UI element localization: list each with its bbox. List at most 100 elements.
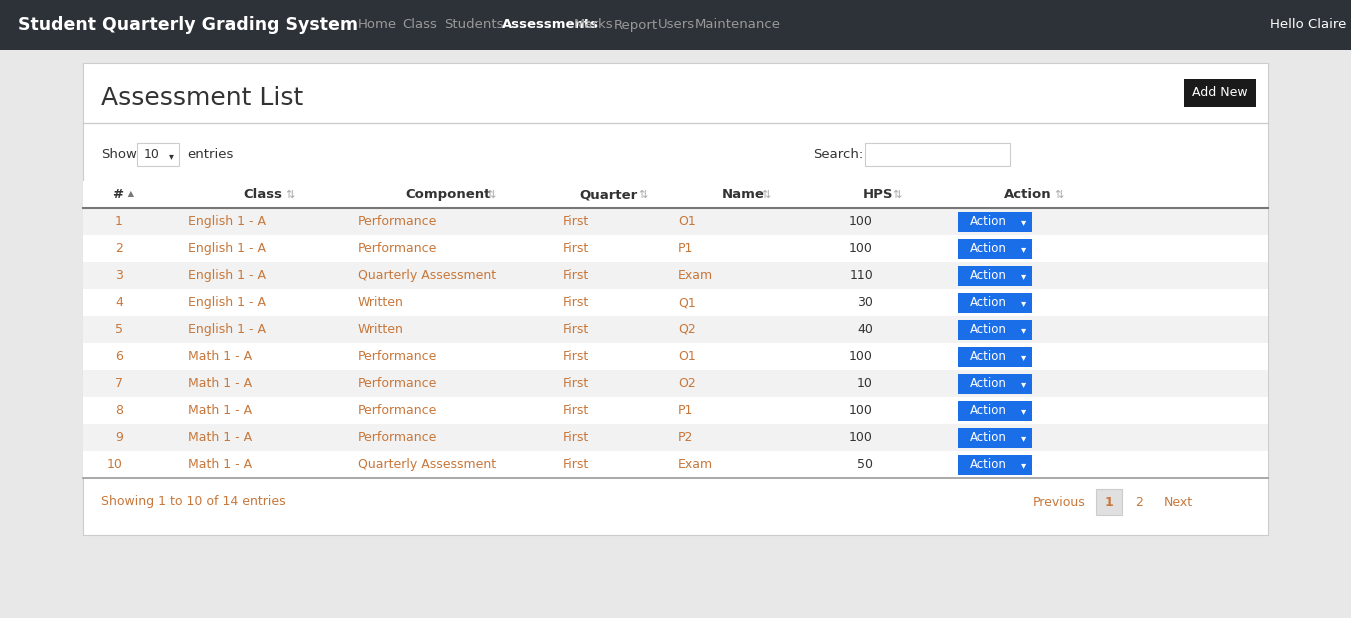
Bar xyxy=(82,451,1269,478)
Bar xyxy=(82,262,1269,289)
Text: Math 1 - A: Math 1 - A xyxy=(188,458,253,471)
Text: ▾: ▾ xyxy=(1021,352,1027,363)
Text: O1: O1 xyxy=(678,215,696,228)
Text: Class: Class xyxy=(403,19,436,32)
Text: Student Quarterly Grading System: Student Quarterly Grading System xyxy=(18,16,358,34)
Text: 8: 8 xyxy=(115,404,123,417)
Text: Marks: Marks xyxy=(574,19,613,32)
Text: ⇅: ⇅ xyxy=(1054,190,1063,200)
Bar xyxy=(958,428,1032,447)
Text: Action: Action xyxy=(970,242,1006,255)
Text: 1: 1 xyxy=(1105,496,1113,509)
Text: 1: 1 xyxy=(115,215,123,228)
Text: 100: 100 xyxy=(850,215,873,228)
Text: Search:: Search: xyxy=(813,148,863,161)
Text: First: First xyxy=(563,296,589,309)
Text: Report: Report xyxy=(613,19,658,32)
Text: Add New: Add New xyxy=(1192,87,1248,99)
Text: Performance: Performance xyxy=(358,377,438,390)
Text: Exam: Exam xyxy=(678,269,713,282)
Text: Performance: Performance xyxy=(358,215,438,228)
Bar xyxy=(82,63,1269,535)
Text: First: First xyxy=(563,458,589,471)
Text: Next: Next xyxy=(1165,496,1193,509)
Text: English 1 - A: English 1 - A xyxy=(188,323,266,336)
Text: Users: Users xyxy=(658,19,696,32)
Text: Performance: Performance xyxy=(358,350,438,363)
Text: Action: Action xyxy=(970,296,1006,309)
Text: P2: P2 xyxy=(678,431,693,444)
Bar xyxy=(958,400,1032,420)
Text: ⇅: ⇅ xyxy=(285,190,295,200)
Text: Hello Claire Blake  ▾: Hello Claire Blake ▾ xyxy=(1270,19,1351,32)
Text: P1: P1 xyxy=(678,242,693,255)
Text: Action: Action xyxy=(970,377,1006,390)
Text: Action: Action xyxy=(970,215,1006,228)
Text: #: # xyxy=(112,188,123,201)
Text: Action: Action xyxy=(970,431,1006,444)
Text: P1: P1 xyxy=(678,404,693,417)
Bar xyxy=(82,181,1269,208)
Text: Show: Show xyxy=(101,148,136,161)
Text: ▲: ▲ xyxy=(126,189,134,198)
Text: Math 1 - A: Math 1 - A xyxy=(188,404,253,417)
Text: Written: Written xyxy=(358,323,404,336)
Text: Math 1 - A: Math 1 - A xyxy=(188,431,253,444)
Bar xyxy=(82,424,1269,451)
Text: 50: 50 xyxy=(857,458,873,471)
Text: ▾: ▾ xyxy=(1021,433,1027,444)
Text: Action: Action xyxy=(970,323,1006,336)
Text: English 1 - A: English 1 - A xyxy=(188,242,266,255)
Bar xyxy=(958,373,1032,394)
Text: Previous: Previous xyxy=(1034,496,1086,509)
Bar xyxy=(958,454,1032,475)
Text: First: First xyxy=(563,323,589,336)
Text: Home: Home xyxy=(358,19,397,32)
Text: First: First xyxy=(563,377,589,390)
Text: Quarterly Assessment: Quarterly Assessment xyxy=(358,458,496,471)
Text: 10: 10 xyxy=(107,458,123,471)
Text: Written: Written xyxy=(358,296,404,309)
Text: 9: 9 xyxy=(115,431,123,444)
Text: Assessments: Assessments xyxy=(503,19,598,32)
Text: O1: O1 xyxy=(678,350,696,363)
Text: Action: Action xyxy=(970,350,1006,363)
Text: First: First xyxy=(563,242,589,255)
Bar xyxy=(82,370,1269,397)
Text: Performance: Performance xyxy=(358,404,438,417)
Text: Maintenance: Maintenance xyxy=(694,19,781,32)
Text: Action: Action xyxy=(970,269,1006,282)
Bar xyxy=(136,143,178,166)
Bar xyxy=(82,208,1269,235)
Bar xyxy=(1096,489,1121,515)
Text: Math 1 - A: Math 1 - A xyxy=(188,377,253,390)
Text: O2: O2 xyxy=(678,377,696,390)
Text: ▾: ▾ xyxy=(1021,407,1027,417)
Bar xyxy=(958,266,1032,286)
Text: First: First xyxy=(563,269,589,282)
Text: ▾: ▾ xyxy=(1021,271,1027,282)
Text: Q2: Q2 xyxy=(678,323,696,336)
Text: Students: Students xyxy=(444,19,504,32)
Text: 6: 6 xyxy=(115,350,123,363)
Text: Quarter: Quarter xyxy=(578,188,638,201)
Text: 3: 3 xyxy=(115,269,123,282)
Bar xyxy=(1183,79,1256,107)
Text: Action: Action xyxy=(970,458,1006,471)
Text: 4: 4 xyxy=(115,296,123,309)
Bar xyxy=(82,289,1269,316)
Text: English 1 - A: English 1 - A xyxy=(188,215,266,228)
Text: First: First xyxy=(563,431,589,444)
Text: Q1: Q1 xyxy=(678,296,696,309)
Text: ▾: ▾ xyxy=(1021,379,1027,389)
Text: Math 1 - A: Math 1 - A xyxy=(188,350,253,363)
Text: 100: 100 xyxy=(850,350,873,363)
Text: HPS: HPS xyxy=(863,188,893,201)
Text: Exam: Exam xyxy=(678,458,713,471)
Text: Performance: Performance xyxy=(358,242,438,255)
Bar xyxy=(958,211,1032,232)
Text: 40: 40 xyxy=(857,323,873,336)
Text: First: First xyxy=(563,350,589,363)
Text: English 1 - A: English 1 - A xyxy=(188,269,266,282)
Text: Component: Component xyxy=(405,188,490,201)
